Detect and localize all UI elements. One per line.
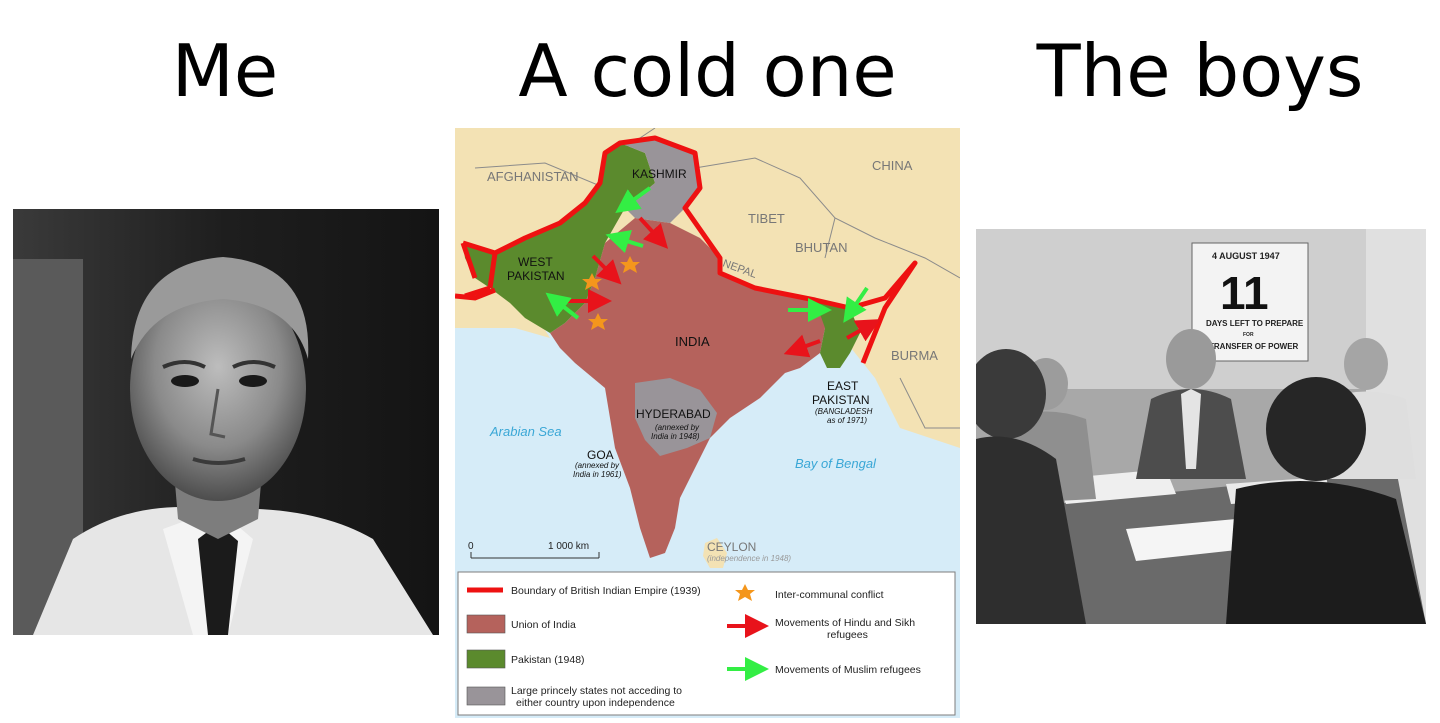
label-kashmir: KASHMIR [632, 167, 687, 181]
label-hyderabad: HYDERABAD [636, 407, 711, 421]
label-east-pakistan-2: PAKISTAN [812, 393, 870, 407]
legend-pakistan-swatch [466, 649, 506, 669]
label-bangladesh-1: (BANGLADESH [815, 407, 873, 416]
legend-muslim-label: Movements of Muslim refugees [775, 664, 921, 676]
label-ceylon-note: (independence in 1948) [707, 554, 791, 563]
map-svg: AFGHANISTAN KASHMIR CHINA TIBET BHUTAN N… [454, 127, 961, 718]
muslim-arrows [545, 186, 869, 323]
label-hyderabad-note-1: (annexed by [655, 423, 700, 432]
red-arrow [783, 334, 821, 358]
red-arrow [846, 319, 881, 342]
legend-boundary-label: Boundary of British Indian Empire (1939) [511, 585, 701, 597]
meeting-photo: 4 AUGUST 1947 11 DAYS LEFT TO PREPARE FO… [976, 229, 1426, 624]
legend-union-label: Union of India [511, 619, 576, 631]
red-arrow [591, 254, 622, 285]
scale-zero: 0 [468, 541, 474, 552]
label-bay-of-bengal: Bay of Bengal [795, 456, 877, 471]
scale-distance: 1 000 km [548, 541, 589, 552]
conflict-stars [582, 256, 640, 330]
meeting-illustration: 4 AUGUST 1947 11 DAYS LEFT TO PREPARE FO… [976, 229, 1426, 624]
caption-the-boys: The boys [1036, 29, 1364, 113]
caption-cold-one: A cold one [518, 29, 897, 113]
legend-hindu-label-1: Movements of Hindu and Sikh [775, 617, 915, 629]
legend-princely-swatch [466, 686, 506, 706]
empire-boundary [460, 135, 918, 364]
label-ceylon: CEYLON [707, 540, 756, 554]
map-legend: Boundary of British Indian Empire (1939)… [457, 571, 956, 716]
calendar-line-2: FOR [1243, 332, 1254, 338]
label-west-pakistan-2: PAKISTAN [507, 269, 565, 283]
red-arrow [638, 216, 669, 249]
label-afghanistan: AFGHANISTAN [487, 169, 579, 184]
partition-map: AFGHANISTAN KASHMIR CHINA TIBET BHUTAN N… [454, 127, 961, 718]
label-goa: GOA [587, 448, 614, 462]
scale-bar: 0 1 000 km [468, 541, 600, 559]
label-west-pakistan-1: WEST [518, 255, 553, 269]
label-bangladesh-2: as of 1971) [827, 416, 867, 425]
label-bhutan: BHUTAN [795, 240, 847, 255]
india-region [550, 218, 845, 558]
hindu-sikh-arrows [567, 216, 881, 358]
legend-princely-label-1: Large princely states not acceding to [511, 685, 682, 697]
west-pakistan-region [463, 143, 655, 333]
portrait-illustration [13, 209, 439, 635]
hyderabad-region [635, 378, 717, 456]
ceylon-region [703, 538, 727, 568]
calendar [1191, 242, 1309, 362]
conflict-star [588, 313, 608, 330]
legend-hindu-label-2: refugees [827, 629, 868, 641]
label-goa-note-2: India in 1961) [573, 470, 622, 479]
green-arrow [605, 230, 644, 253]
legend-pakistan-label: Pakistan (1948) [511, 654, 585, 666]
legend-union-swatch [466, 614, 506, 634]
label-goa-note-1: (annexed by [575, 461, 620, 470]
calendar-number: 11 [1220, 267, 1269, 319]
legend-conflict-label: Inter-communal conflict [775, 589, 884, 601]
conflict-star [582, 273, 602, 290]
label-tibet: TIBET [748, 211, 785, 226]
calendar-date: 4 AUGUST 1947 [1212, 251, 1280, 261]
legend-conflict-star [735, 584, 755, 601]
label-india: INDIA [675, 334, 710, 349]
calendar-line-3: TRANSFER OF POWER [1209, 342, 1299, 351]
legend-princely-label-2: either country upon independence [516, 697, 675, 709]
conflict-star [620, 256, 640, 273]
label-china: CHINA [872, 158, 913, 173]
calendar-line-1: DAYS LEFT TO PREPARE [1206, 319, 1304, 328]
caption-me: Me [171, 29, 279, 113]
green-arrow [545, 292, 580, 320]
label-arabian-sea: Arabian Sea [489, 424, 562, 439]
label-hyderabad-note-2: India in 1948) [651, 432, 700, 441]
green-arrow [615, 186, 652, 214]
label-burma: BURMA [891, 348, 938, 363]
portrait-photo [13, 209, 439, 635]
green-arrow [843, 286, 869, 323]
label-east-pakistan-1: EAST [827, 379, 859, 393]
